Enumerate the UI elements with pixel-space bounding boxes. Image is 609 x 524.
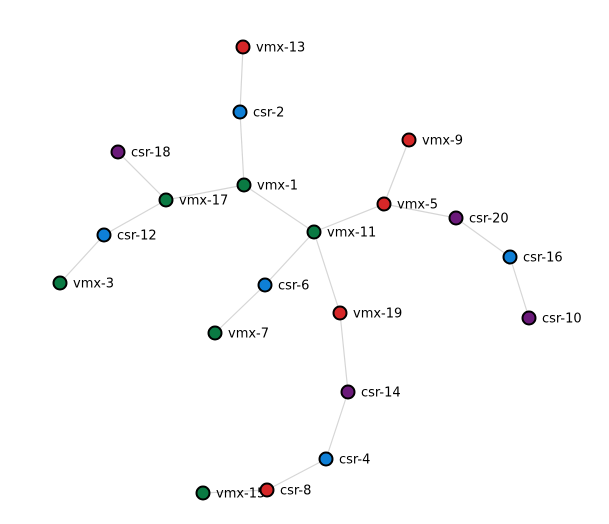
node-dot-csr-16 bbox=[502, 249, 518, 265]
edge-csr-2-vmx-1 bbox=[239, 111, 245, 186]
node-dot-vmx-3 bbox=[52, 275, 68, 291]
node-dot-vmx-11 bbox=[306, 224, 322, 240]
node-vmx-19: vmx-19 bbox=[332, 305, 402, 322]
edge-vmx-9-vmx-5 bbox=[383, 139, 410, 205]
edge-csr-8-vmx-15 bbox=[202, 489, 268, 494]
node-csr-4: csr-4 bbox=[318, 451, 370, 468]
node-vmx-15: vmx-15 bbox=[195, 485, 265, 502]
edge-csr-4-csr-8 bbox=[266, 458, 327, 491]
edge-csr-12-vmx-3 bbox=[59, 234, 105, 284]
node-csr-10: csr-10 bbox=[521, 310, 582, 327]
node-label-csr-8: csr-8 bbox=[280, 484, 311, 499]
nodes-layer: vmx-13 csr-2 vmx-9 csr-18 vmx-1 vmx-17 vmx-5 cs… bbox=[52, 39, 582, 502]
edge-vmx-5-csr-20 bbox=[383, 203, 457, 219]
node-dot-vmx-19 bbox=[332, 305, 348, 321]
node-csr-8: csr-8 bbox=[259, 482, 311, 499]
node-label-csr-14: csr-14 bbox=[361, 386, 401, 401]
node-vmx-7: vmx-7 bbox=[207, 325, 269, 342]
node-dot-vmx-13 bbox=[235, 39, 251, 55]
node-dot-vmx-7 bbox=[207, 325, 223, 341]
node-csr-12: csr-12 bbox=[96, 227, 157, 244]
node-label-csr-10: csr-10 bbox=[542, 312, 582, 327]
node-dot-csr-10 bbox=[521, 310, 537, 326]
edge-vmx-1-vmx-11 bbox=[243, 184, 315, 233]
node-label-csr-16: csr-16 bbox=[523, 251, 563, 266]
node-dot-csr-6 bbox=[257, 277, 273, 293]
node-label-vmx-7: vmx-7 bbox=[228, 327, 269, 342]
node-vmx-11: vmx-11 bbox=[306, 224, 376, 241]
node-dot-vmx-1 bbox=[236, 177, 252, 193]
edge-vmx-1-vmx-17 bbox=[165, 184, 245, 201]
edge-csr-14-csr-4 bbox=[325, 391, 349, 460]
edge-csr-18-vmx-17 bbox=[117, 151, 167, 201]
node-csr-6: csr-6 bbox=[257, 277, 309, 294]
edge-csr-20-csr-16 bbox=[455, 217, 511, 258]
edge-csr-16-csr-10 bbox=[509, 256, 530, 319]
node-label-csr-20: csr-20 bbox=[469, 212, 509, 227]
node-dot-csr-20 bbox=[448, 210, 464, 226]
edge-vmx-13-csr-2 bbox=[239, 46, 244, 113]
node-dot-csr-8 bbox=[259, 482, 275, 498]
node-dot-csr-2 bbox=[232, 104, 248, 120]
node-label-vmx-11: vmx-11 bbox=[327, 226, 376, 241]
node-label-vmx-15: vmx-15 bbox=[216, 487, 265, 502]
node-label-vmx-17: vmx-17 bbox=[179, 194, 228, 209]
node-csr-2: csr-2 bbox=[232, 104, 284, 121]
node-label-vmx-3: vmx-3 bbox=[73, 277, 114, 292]
edge-vmx-11-csr-6 bbox=[264, 231, 315, 286]
node-label-csr-6: csr-6 bbox=[278, 279, 309, 294]
node-label-vmx-1: vmx-1 bbox=[257, 179, 298, 194]
node-csr-14: csr-14 bbox=[340, 384, 401, 401]
node-dot-vmx-17 bbox=[158, 192, 174, 208]
node-csr-16: csr-16 bbox=[502, 249, 563, 266]
node-label-csr-18: csr-18 bbox=[131, 146, 171, 161]
node-dot-vmx-9 bbox=[401, 132, 417, 148]
edge-vmx-17-csr-12 bbox=[103, 199, 167, 236]
node-csr-18: csr-18 bbox=[110, 144, 171, 161]
edge-vmx-19-csr-14 bbox=[339, 312, 349, 393]
node-dot-csr-12 bbox=[96, 227, 112, 243]
node-vmx-13: vmx-13 bbox=[235, 39, 305, 56]
node-vmx-3: vmx-3 bbox=[52, 275, 114, 292]
node-label-csr-2: csr-2 bbox=[253, 106, 284, 121]
node-label-vmx-9: vmx-9 bbox=[422, 134, 463, 149]
node-dot-csr-14 bbox=[340, 384, 356, 400]
node-dot-csr-4 bbox=[318, 451, 334, 467]
node-dot-csr-18 bbox=[110, 144, 126, 160]
node-label-csr-4: csr-4 bbox=[339, 453, 370, 468]
node-dot-vmx-5 bbox=[376, 196, 392, 212]
node-label-vmx-5: vmx-5 bbox=[397, 198, 438, 213]
node-label-vmx-13: vmx-13 bbox=[256, 41, 305, 56]
node-vmx-9: vmx-9 bbox=[401, 132, 463, 149]
node-label-vmx-19: vmx-19 bbox=[353, 307, 402, 322]
edge-vmx-11-vmx-5 bbox=[313, 203, 385, 233]
node-vmx-5: vmx-5 bbox=[376, 196, 438, 213]
node-vmx-17: vmx-17 bbox=[158, 192, 228, 209]
edge-vmx-11-vmx-19 bbox=[313, 231, 341, 314]
node-vmx-1: vmx-1 bbox=[236, 177, 298, 194]
node-label-csr-12: csr-12 bbox=[117, 229, 157, 244]
edge-csr-6-vmx-7 bbox=[214, 284, 266, 334]
node-dot-vmx-15 bbox=[195, 485, 211, 501]
edges-layer bbox=[59, 46, 530, 494]
node-csr-20: csr-20 bbox=[448, 210, 509, 227]
